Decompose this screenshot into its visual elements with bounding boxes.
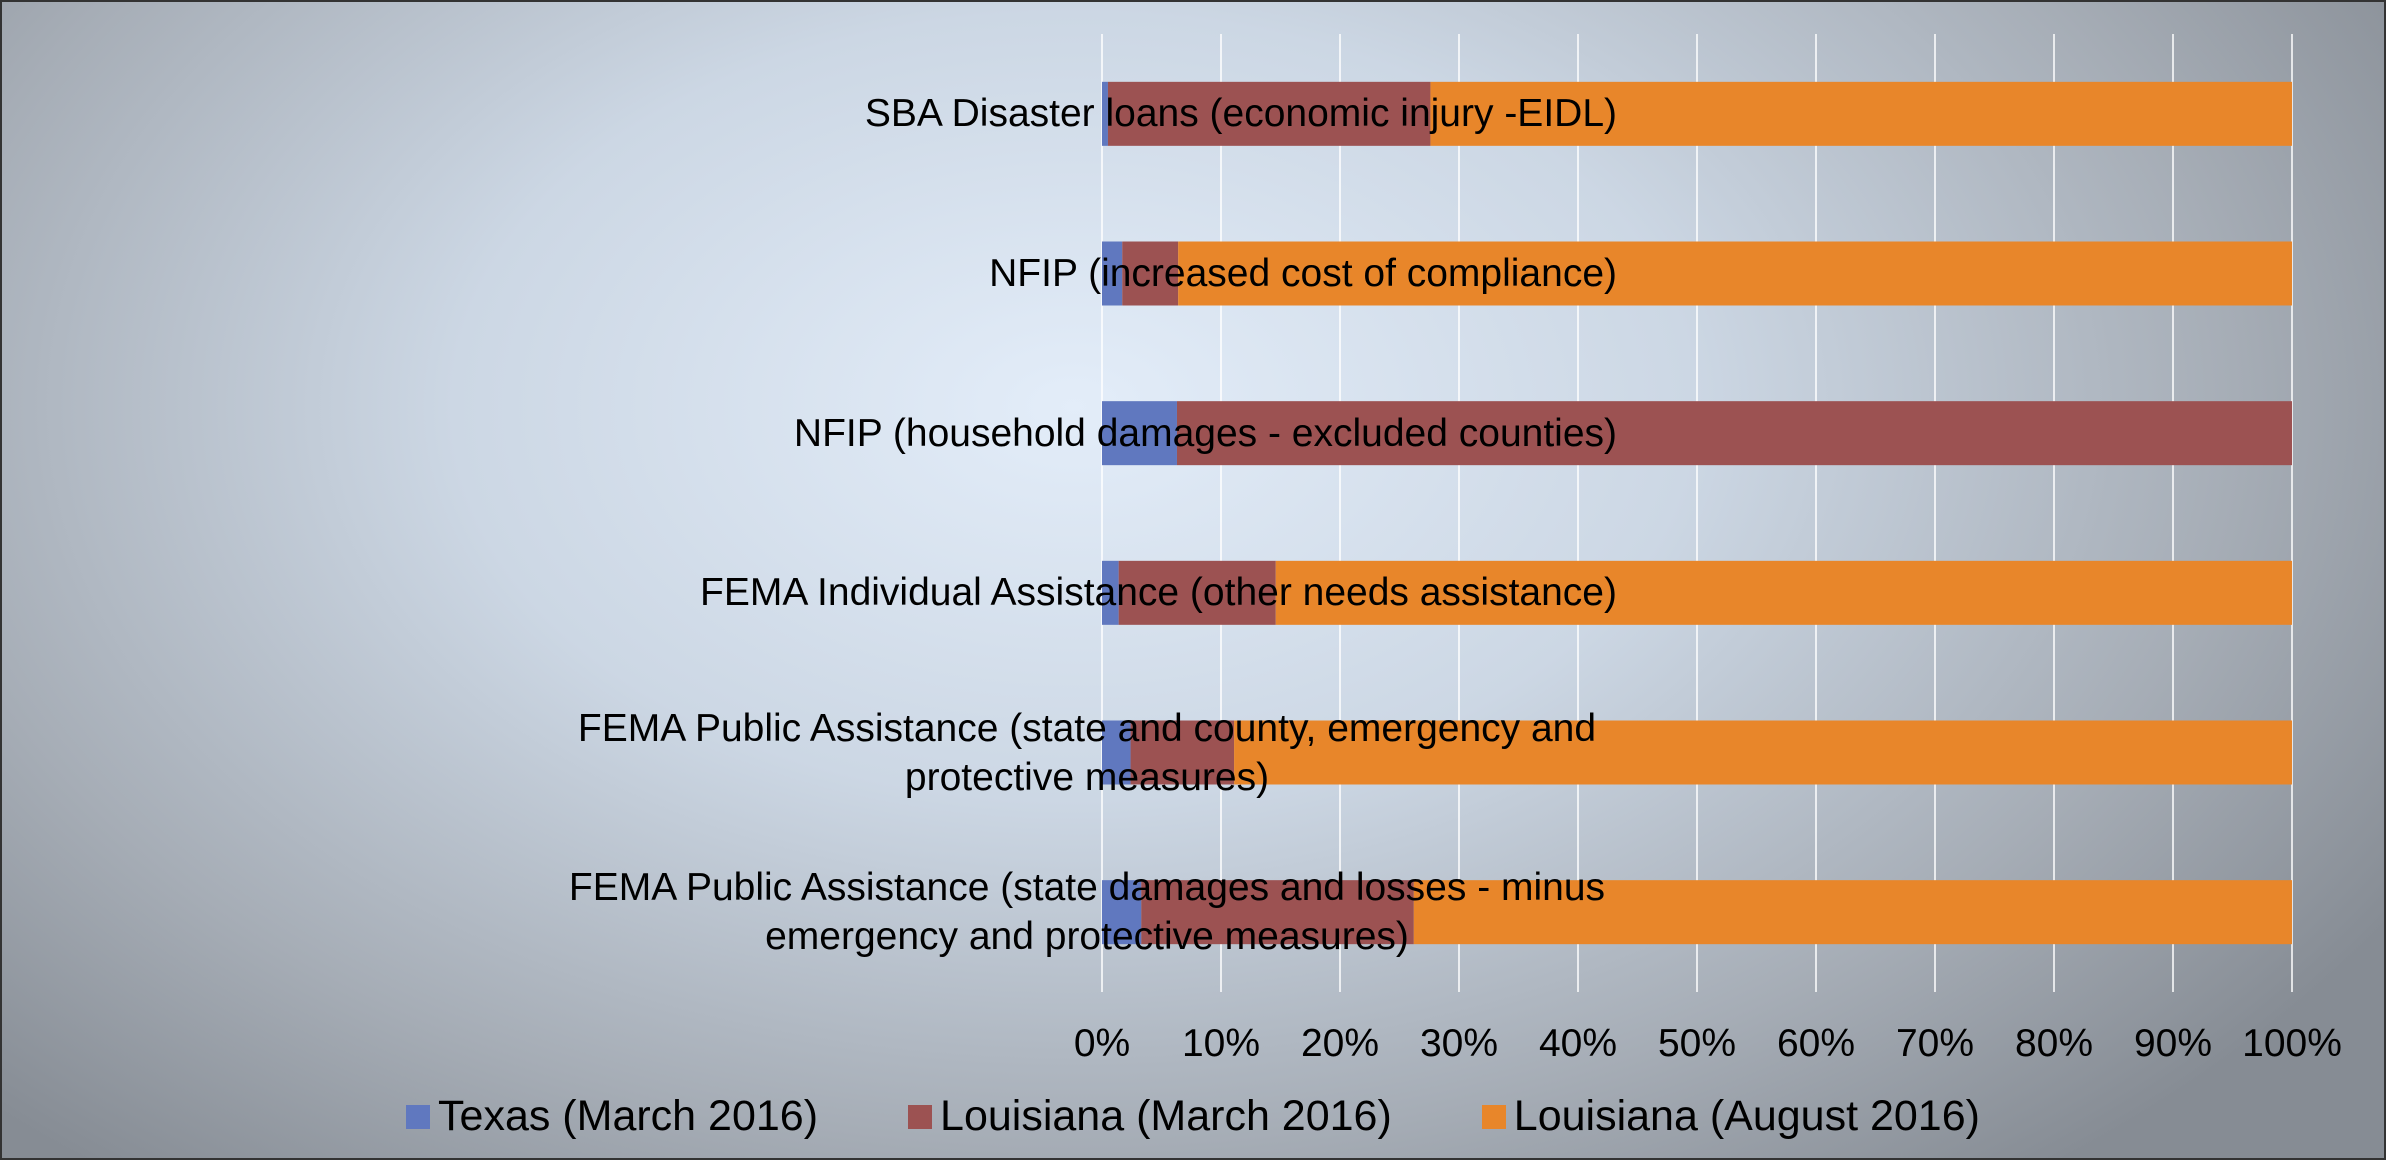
legend-swatch	[1481, 1104, 1506, 1129]
legend-item: Texas (March 2016)	[406, 1092, 818, 1141]
bar-segment	[1234, 720, 2292, 785]
bar-segment	[1102, 720, 1131, 785]
legend-label: Texas (March 2016)	[438, 1092, 819, 1140]
legend-swatch	[406, 1104, 431, 1129]
bar-segment	[1102, 241, 1123, 306]
y-tick-label: FEMA Individual Assistance (other needs …	[700, 571, 1617, 615]
bar-segment	[1430, 81, 2292, 146]
category-label-row: FEMA Public Assistance (state and county…	[12, 698, 1617, 808]
x-tick-label: 70%	[1895, 1022, 1975, 1065]
legend: Texas (March 2016) Louisiana (March 2016)…	[2, 1092, 2384, 1141]
y-tick-label: SBA Disaster loans (economic injury -EID…	[864, 92, 1617, 136]
legend-swatch	[908, 1104, 933, 1129]
legend-item: Louisiana (August 2016)	[1481, 1092, 1980, 1141]
x-tick-label: 60%	[1776, 1022, 1856, 1065]
x-tick-label: 40%	[1538, 1022, 1618, 1065]
bar-segment	[1102, 560, 1119, 625]
bar-segment	[1176, 401, 2292, 466]
bar-segment	[1102, 880, 1142, 945]
x-tick-label: 0%	[1073, 1022, 1131, 1065]
category-label-row: FEMA Public Assistance (state damages an…	[12, 857, 1617, 967]
x-tick-label: 50%	[1657, 1022, 1737, 1065]
x-tick-label: 80%	[2014, 1022, 2094, 1065]
y-tick-label: FEMA Public Assistance (state damages an…	[568, 866, 1606, 959]
y-tick-label: NFIP (increased cost of compliance)	[989, 252, 1617, 295]
y-tick-label: FEMA Public Assistance (state and county…	[577, 706, 1597, 799]
category-label-row: SBA Disaster loans (economic injury -EID…	[12, 59, 1617, 169]
x-tick-label: 30%	[1419, 1022, 1499, 1065]
bar-segment	[1102, 401, 1177, 466]
bar-segment	[1178, 241, 2292, 306]
x-tick-label: 20%	[1300, 1022, 1380, 1065]
category-label-row: NFIP (household damages - excluded count…	[12, 378, 1617, 488]
bar-segment	[1102, 81, 1108, 146]
x-tick-label: 100%	[2242, 1022, 2342, 1065]
x-tick-label: 90%	[2133, 1022, 2213, 1065]
legend-label: Louisiana (March 2016)	[940, 1092, 1392, 1140]
bar-segment	[1141, 880, 1414, 945]
bar-segment	[1275, 560, 2292, 625]
legend-item: Louisiana (March 2016)	[908, 1092, 1392, 1141]
bar-segment	[1107, 81, 1431, 146]
legend-label: Louisiana (August 2016)	[1513, 1092, 1980, 1140]
category-label-row: FEMA Individual Assistance (other needs …	[12, 538, 1617, 648]
bar-segment	[1122, 241, 1179, 306]
x-tick-label: 10%	[1181, 1022, 1261, 1065]
bar-segment	[1413, 880, 2292, 945]
bar-segment	[1130, 720, 1235, 785]
y-tick-label: NFIP (household damages - excluded count…	[793, 411, 1617, 455]
category-label-row: NFIP (increased cost of compliance)	[12, 219, 1617, 329]
bar-segment	[1118, 560, 1276, 625]
